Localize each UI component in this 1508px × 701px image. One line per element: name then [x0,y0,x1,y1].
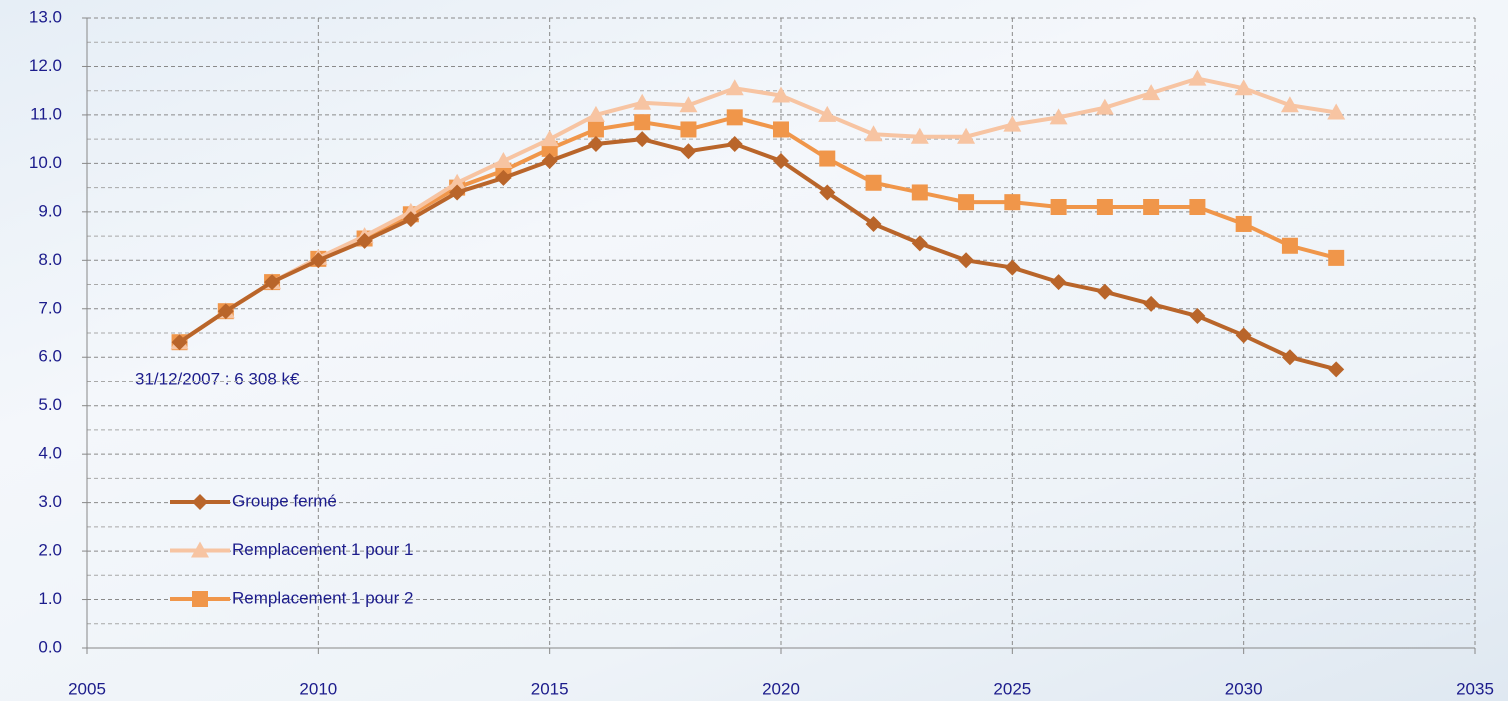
marker [1096,199,1113,215]
marker [587,121,604,138]
marker [1189,199,1206,215]
marker [356,232,373,249]
y-tick-label: 7.0 [38,298,62,317]
marker [171,334,188,351]
marker [958,252,975,269]
marker [540,130,559,147]
legend-label: Remplacement 1 pour 1 [232,540,413,559]
marker [1234,79,1253,96]
y-tick-label: 1.0 [38,589,62,608]
marker [587,136,604,152]
marker [1235,215,1252,232]
marker [957,127,976,144]
marker [679,96,698,113]
marker [1280,96,1299,113]
marker [911,184,928,201]
legend-marker [192,591,208,607]
legend-label: Groupe fermé [232,491,337,510]
marker [726,136,743,152]
marker [494,151,513,168]
legend-marker [191,541,209,558]
legend-label: Remplacement 1 pour 2 [232,588,413,607]
x-tick-label: 2030 [1225,679,1263,698]
marker [911,235,928,252]
y-tick-label: 13.0 [29,7,62,26]
marker [633,93,652,110]
series [178,137,1337,372]
marker [448,173,467,190]
marker [773,152,789,169]
marker [310,252,327,269]
marker [680,143,697,160]
marker [726,109,743,126]
marker [1050,274,1067,291]
line [178,137,1337,372]
marker [819,150,836,167]
marker [264,274,281,291]
y-tick-label: 6.0 [38,347,62,366]
marker [1049,108,1068,125]
marker [1281,237,1298,254]
marker [1328,361,1345,378]
marker [1281,349,1298,366]
y-tick-label: 9.0 [38,201,62,220]
marker [818,105,837,122]
y-tick-label: 3.0 [38,492,62,511]
marker [634,114,651,131]
marker [865,174,882,191]
marker [773,121,789,138]
marker [541,152,558,169]
x-tick-label: 2020 [762,679,800,698]
x-tick-label: 2025 [993,679,1031,698]
series [178,76,1337,344]
y-tick-label: 4.0 [38,444,62,463]
line [178,76,1337,344]
x-tick-label: 2010 [299,679,337,698]
marker [634,131,651,148]
marker [1143,295,1160,312]
marker [772,86,790,103]
marker [819,184,836,201]
marker [1188,69,1207,86]
marker [1095,98,1114,115]
marker [1143,199,1160,215]
y-tick-label: 10.0 [29,153,62,172]
marker [495,169,512,186]
marker [1096,283,1113,300]
marker [1050,199,1067,215]
x-tick-label: 2005 [68,679,106,698]
marker [725,79,744,96]
x-tick-label: 2015 [531,679,569,698]
y-tick-label: 2.0 [38,541,62,560]
annotation: 31/12/2007 : 6 308 k€ [135,369,300,388]
y-tick-label: 12.0 [29,56,62,75]
y-tick-label: 11.0 [30,104,62,123]
marker [1003,115,1022,132]
marker [1189,308,1206,325]
marker [680,121,697,138]
marker [586,105,605,122]
marker [1327,103,1346,120]
marker [1004,194,1021,211]
y-tick-label: 8.0 [38,250,62,269]
x-tick-label: 2035 [1456,679,1494,698]
marker [1328,249,1345,266]
marker [958,194,975,211]
marker [865,215,882,232]
marker [1142,84,1161,101]
marker [217,303,234,320]
marker [449,184,466,201]
marker [1004,259,1021,276]
marker [864,125,883,142]
marker [1235,327,1252,344]
marker [910,127,929,144]
y-tick-label: 5.0 [38,395,62,414]
marker [402,211,419,228]
y-tick-label: 0.0 [38,637,62,656]
legend-marker [192,494,208,510]
